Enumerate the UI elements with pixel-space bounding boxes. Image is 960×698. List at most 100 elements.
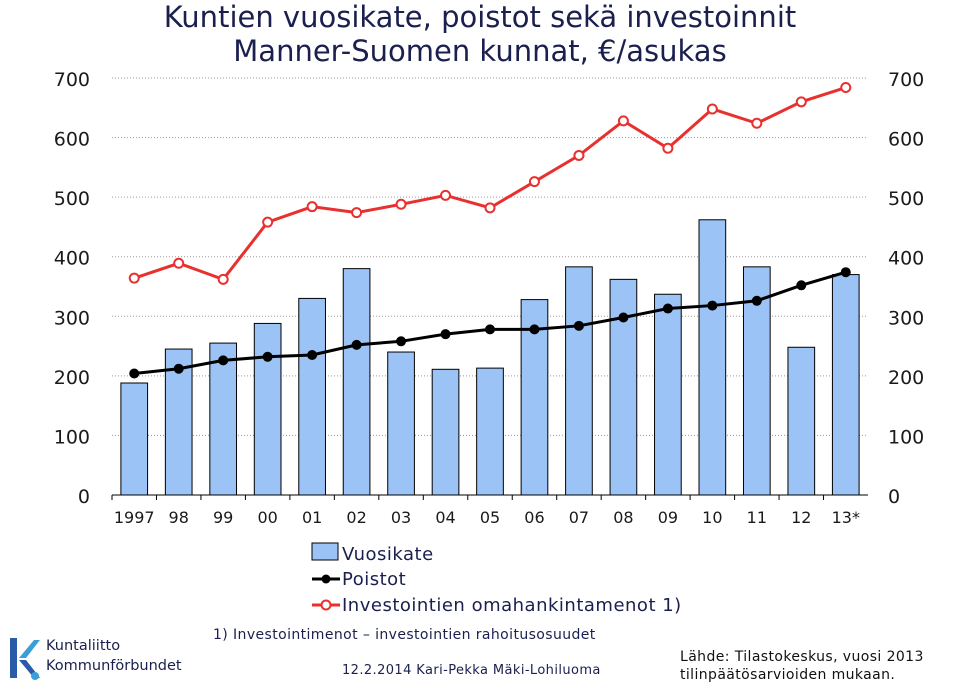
legend-label-vuosikate: Vuosikate: [342, 544, 434, 565]
bar: [476, 367, 504, 496]
x-tick-label: 01: [302, 508, 322, 527]
bar: [431, 368, 460, 496]
point-investoinnit: [528, 176, 540, 188]
x-tick-label: 1997: [114, 508, 155, 527]
y-tick-label-right: 100: [888, 426, 924, 448]
point-investoinnit: [395, 198, 407, 210]
point-investoinnit: [173, 257, 185, 269]
bar: [164, 348, 193, 496]
kuntaliitto-logo-icon: [10, 638, 40, 680]
point-poistot: [840, 267, 851, 278]
y-tick-label-left: 500: [54, 188, 90, 210]
x-tick-label: 02: [346, 508, 366, 527]
bar: [298, 297, 326, 496]
point-investoinnit: [128, 272, 140, 284]
point-investoinnit: [217, 273, 229, 285]
chart-subtitle: Manner-Suomen kunnat, €/asukas: [233, 34, 727, 68]
y-tick-label-right: 700: [888, 69, 924, 91]
logo-line-2: Kommunförbundet: [46, 658, 182, 674]
point-investoinnit: [840, 82, 852, 94]
x-tick-label: 00: [257, 508, 277, 527]
x-tick-label: 08: [613, 508, 633, 527]
point-investoinnit: [751, 117, 763, 129]
y-tick-label-right: 300: [888, 307, 924, 329]
point-investoinnit: [706, 103, 718, 115]
point-poistot: [173, 363, 184, 374]
x-tick-label: 09: [658, 508, 678, 527]
point-investoinnit: [306, 201, 318, 213]
bar: [209, 342, 238, 496]
y-tick-label-right: 0: [888, 486, 900, 508]
y-tick-label-left: 400: [54, 248, 90, 270]
legend-label-poistot: Poistot: [342, 569, 406, 590]
x-tick-label: 10: [702, 508, 722, 527]
x-tick-label: 98: [169, 508, 189, 527]
bar: [120, 382, 149, 496]
x-tick-label: 06: [524, 508, 544, 527]
series-line-investoinnit: [133, 86, 847, 282]
lines: [128, 82, 852, 379]
point-investoinnit: [662, 142, 674, 154]
x-tick-label: 12: [791, 508, 811, 527]
bar: [387, 351, 415, 496]
point-investoinnit: [795, 96, 807, 108]
x-tick-label: 99: [213, 508, 233, 527]
y-tick-label-left: 700: [54, 69, 90, 91]
bar: [565, 266, 593, 496]
bar: [787, 346, 816, 496]
point-poistot: [351, 339, 362, 350]
x-tick-label: 07: [569, 508, 589, 527]
y-tick-label-left: 300: [54, 307, 90, 329]
grid: [112, 77, 868, 436]
point-investoinnit: [617, 115, 629, 127]
bar: [698, 219, 727, 496]
bar: [253, 322, 282, 496]
kuntaliitto-logo: Kuntaliitto Kommunförbundet: [8, 634, 198, 686]
y-tick-label-left: 600: [54, 129, 90, 151]
point-poistot: [396, 336, 407, 347]
point-poistot: [529, 324, 540, 335]
point-poistot: [129, 368, 140, 379]
point-poistot: [485, 324, 495, 335]
y-tick-label-left: 200: [54, 367, 90, 389]
y-tick-label-left: 100: [54, 426, 90, 448]
point-investoinnit: [484, 202, 496, 214]
bar: [654, 293, 682, 496]
footnote: 1) Investointimenot – investointien raho…: [213, 627, 596, 643]
point-poistot: [440, 329, 451, 340]
date-author: 12.2.2014 Kari-Pekka Mäki-Lohiluoma: [342, 663, 601, 678]
point-investoinnit: [573, 149, 585, 161]
x-tick-label: 11: [747, 508, 767, 527]
x-tick-label: 13*: [832, 508, 860, 527]
series-line-poistot: [134, 270, 847, 375]
legend-label-investoinnit: Investointien omahankintamenot 1): [342, 595, 682, 616]
y-tick-label-right: 500: [888, 188, 924, 210]
x-tick-label: 03: [391, 508, 411, 527]
bar: [342, 268, 371, 496]
x-tick-label: 04: [435, 508, 455, 527]
bar: [609, 278, 638, 496]
y-tick-label-right: 200: [888, 367, 924, 389]
point-poistot: [307, 350, 318, 361]
point-poistot: [262, 351, 273, 362]
chart-title: Kuntien vuosikate, poistot sekä investoi…: [163, 0, 797, 34]
legend-swatch-vuosikate: [311, 542, 339, 561]
point-poistot: [218, 355, 229, 366]
source-line-2: tilinpäätösarvioiden mukaan.: [680, 667, 896, 683]
legend-marker-poistot: [321, 574, 331, 584]
point-poistot: [751, 295, 762, 306]
point-poistot: [796, 280, 807, 291]
y-tick-label-left: 0: [78, 486, 90, 508]
point-poistot: [573, 320, 584, 331]
logo-line-1: Kuntaliitto: [46, 638, 121, 654]
point-investoinnit: [440, 189, 452, 201]
y-tick-label-right: 400: [888, 248, 924, 270]
legend: Vuosikate Poistot Investointien omahankint…: [311, 542, 682, 616]
point-poistot: [662, 303, 673, 314]
source-line-1: Lähde: Tilastokeskus, vuosi 2013: [680, 649, 924, 665]
bars: [120, 219, 860, 496]
point-poistot: [618, 312, 629, 323]
y-tick-label-right: 600: [888, 129, 924, 151]
